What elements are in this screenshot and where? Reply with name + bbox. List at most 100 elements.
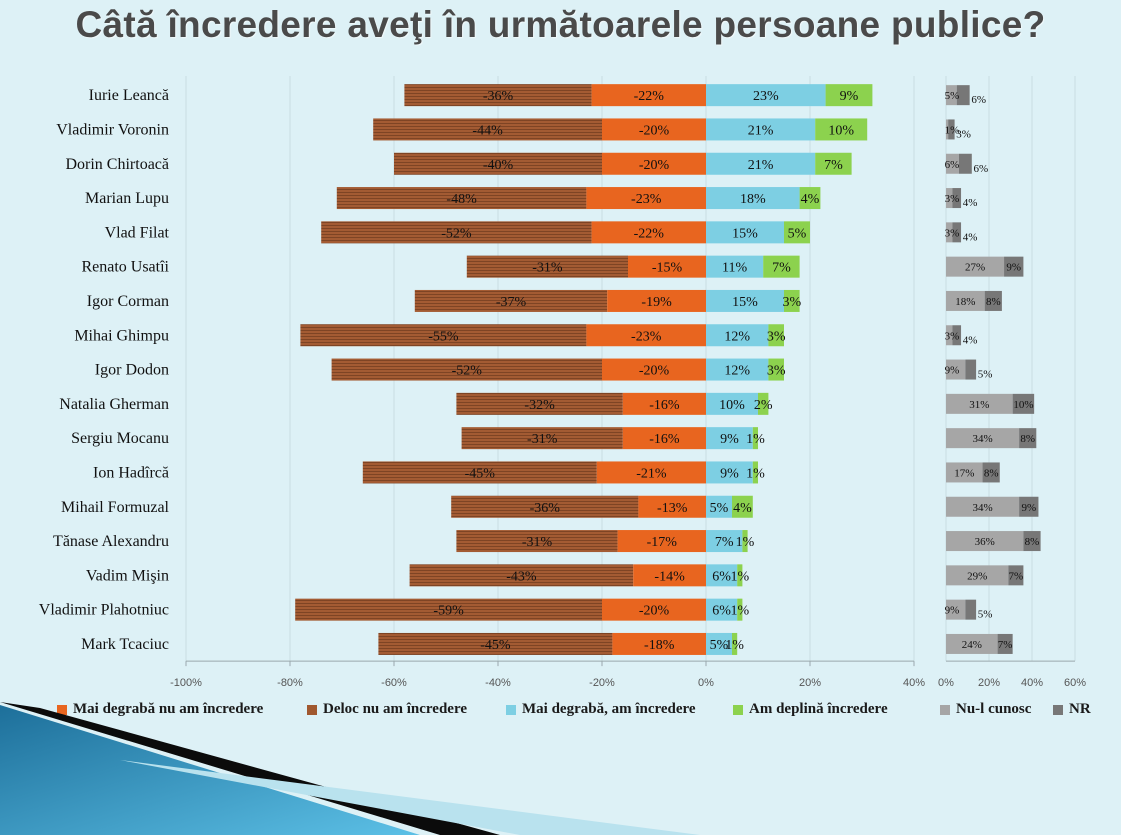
bar-nr <box>948 119 955 140</box>
bar-nu-cunosc <box>946 462 983 483</box>
chart-area: -36% -22% 23% 9% -44% -20% 21% 10% -40% -20% 21% 7%… <box>39 76 1086 689</box>
value-label-nr: 3% <box>956 128 971 140</box>
bar-deloc <box>321 221 592 244</box>
value-label-deloc: -45% <box>465 466 496 481</box>
value-label-deplina: 1% <box>746 466 765 481</box>
value-label-deloc: -52% <box>452 364 483 379</box>
value-label-deplina: 3% <box>767 364 786 379</box>
legend-item-mai-degraba-nu: Mai degrabă nu am încredere <box>57 701 263 718</box>
bar-nu-cunosc <box>946 290 985 311</box>
value-label-mai-degraba-da: 7% <box>715 535 734 550</box>
bar-nu-cunosc <box>946 188 953 209</box>
value-label-deplina: 7% <box>772 261 791 276</box>
bar-nr <box>1012 393 1035 414</box>
bar-deloc <box>456 530 618 553</box>
x-tick-label: -60% <box>381 677 407 689</box>
category-label: Renato Usatîi <box>81 259 169 276</box>
category-label: Natalia Gherman <box>59 396 169 413</box>
legend-swatch <box>940 704 950 715</box>
bar-mai-degraba-da <box>706 118 816 141</box>
main-chart-value-labels: -36% -22% 23% 9% -44% -20% 21% 10% -40% -20% 21% 7%… <box>428 89 858 653</box>
bar-mai-degraba-da <box>706 358 769 381</box>
bar-mai-degraba-nu <box>638 495 706 518</box>
bar-deloc <box>409 564 634 587</box>
bar-mai-degraba-da <box>706 289 784 312</box>
value-label-nr: 8% <box>986 296 1001 308</box>
bar-mai-degraba-nu <box>602 358 706 381</box>
value-label-nr: 9% <box>1021 502 1036 514</box>
value-label-deplina: 1% <box>736 535 755 550</box>
value-label-mai-degraba-nu: -16% <box>649 398 680 413</box>
bar-nu-cunosc <box>946 85 957 106</box>
value-label-nu-cunosc: 29% <box>967 570 987 582</box>
bar-deloc <box>362 461 597 484</box>
value-label-deloc: -52% <box>441 226 472 241</box>
bar-mai-degraba-da <box>706 632 732 655</box>
slide-corner-decoration <box>0 702 700 835</box>
legend-item-deloc: Deloc nu am încredere <box>307 701 467 718</box>
bar-deplina <box>815 118 868 141</box>
category-label: Mark Tcaciuc <box>81 636 169 653</box>
legend-label: Nu-l cunosc <box>956 701 1032 717</box>
value-label-mai-degraba-da: 9% <box>720 466 739 481</box>
value-label-mai-degraba-nu: -13% <box>657 501 688 516</box>
x-tick-label: 20% <box>799 677 821 689</box>
value-label-mai-degraba-nu: -16% <box>649 432 680 447</box>
bar-deplina <box>768 358 784 381</box>
value-label-mai-degraba-nu: -20% <box>639 123 670 138</box>
value-label-deloc: -48% <box>446 192 477 207</box>
x-tick-label: 0% <box>938 677 954 689</box>
category-label: Iurie Leancă <box>89 87 169 104</box>
value-label-deloc: -31% <box>527 432 558 447</box>
bar-deplina <box>737 598 743 621</box>
category-label: Vlad Filat <box>105 224 170 241</box>
value-label-deloc: -37% <box>496 295 527 310</box>
category-label: Igor Corman <box>87 293 169 310</box>
bar-mai-degraba-nu <box>622 392 706 415</box>
bar-nr <box>952 325 962 346</box>
legend-label: Deloc nu am încredere <box>323 701 468 717</box>
value-label-deloc: -36% <box>530 501 561 516</box>
bar-nr <box>984 290 1002 311</box>
value-label-nu-cunosc: 3% <box>945 227 960 239</box>
value-label-deplina: 4% <box>801 192 820 207</box>
bar-nu-cunosc <box>946 599 966 620</box>
value-label-mai-degraba-nu: -23% <box>631 329 662 344</box>
bar-mai-degraba-da <box>706 461 753 484</box>
bar-mai-degraba-nu <box>602 598 706 621</box>
value-label-nu-cunosc: 34% <box>972 433 992 445</box>
value-label-mai-degraba-nu: -20% <box>639 604 670 619</box>
bar-mai-degraba-nu <box>596 461 706 484</box>
value-label-nu-cunosc: 31% <box>969 399 989 411</box>
x-tick-label: -40% <box>485 677 511 689</box>
x-tick-label: 40% <box>903 677 925 689</box>
legend-label: Mai degrabă nu am încredere <box>73 701 264 717</box>
value-label-deloc: -55% <box>428 329 459 344</box>
legend-label: Am deplină încredere <box>749 701 888 717</box>
bar-deloc <box>466 255 628 278</box>
bar-mai-degraba-da <box>706 564 738 587</box>
bar-deloc <box>373 118 602 141</box>
main-chart-x-ticks: -100% -80% -60% -40% -20% 0% 20% 40% <box>170 677 925 689</box>
category-label: Tănase Alexandru <box>53 533 169 550</box>
bar-nr <box>956 85 970 106</box>
bar-deplina <box>815 152 852 175</box>
bar-mai-degraba-nu <box>612 632 706 655</box>
bar-deplina <box>737 564 743 587</box>
value-label-deplina: 1% <box>730 569 749 584</box>
value-label-nu-cunosc: 27% <box>965 262 985 274</box>
x-tick-label: 20% <box>978 677 1000 689</box>
value-label-mai-degraba-da: 6% <box>712 604 731 619</box>
bar-deloc <box>300 324 587 347</box>
bar-mai-degraba-nu <box>607 289 706 312</box>
value-label-deloc: -31% <box>532 261 563 276</box>
bar-deloc <box>331 358 602 381</box>
value-label-deplina: 1% <box>746 432 765 447</box>
bar-deplina <box>732 632 738 655</box>
bar-nu-cunosc <box>946 359 966 380</box>
bar-nr <box>965 599 977 620</box>
bar-mai-degraba-da <box>706 152 816 175</box>
bar-mai-degraba-nu <box>602 152 706 175</box>
bar-mai-degraba-da <box>706 324 769 347</box>
category-label: Marian Lupu <box>85 190 169 207</box>
